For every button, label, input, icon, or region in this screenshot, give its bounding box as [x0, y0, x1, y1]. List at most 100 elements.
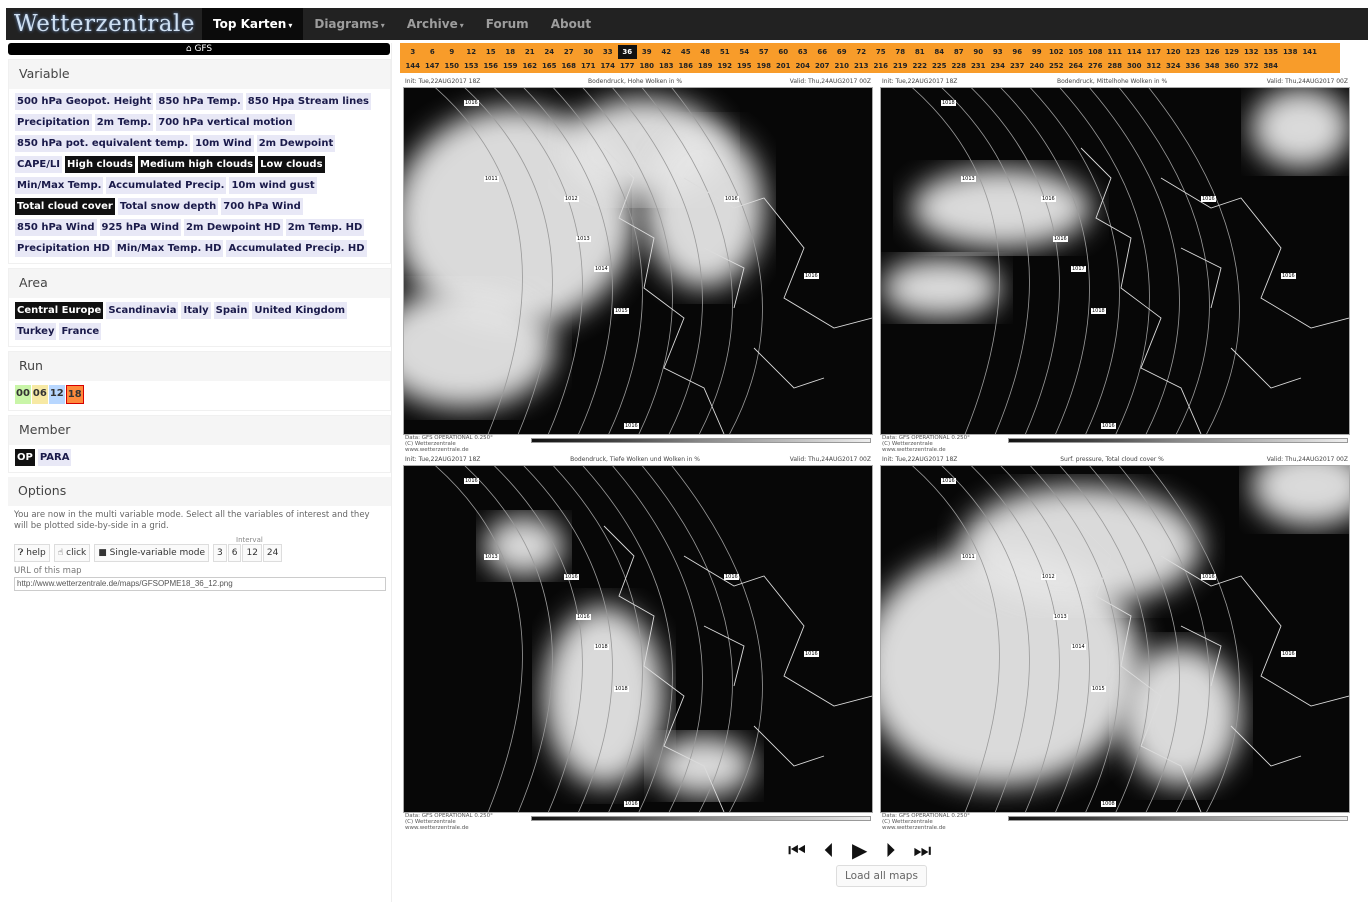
timestep-75[interactable]: 75 [875, 48, 886, 56]
nav-item-top-karten[interactable]: Top Karten ▾ [202, 8, 304, 40]
variable-option-700-hpa-wind[interactable]: 700 hPa Wind [221, 198, 303, 215]
timestep-102[interactable]: 102 [1048, 48, 1064, 56]
variable-option-accumulated-precip-hd[interactable]: Accumulated Precip. HD [226, 240, 367, 257]
variable-option-precipitation-hd[interactable]: Precipitation HD [15, 240, 112, 257]
timestep-201[interactable]: 201 [775, 62, 791, 70]
timestep-147[interactable]: 147 [424, 62, 440, 70]
variable-option-850-hpa-temp[interactable]: 850 hPa Temp. [156, 93, 243, 110]
single-variable-mode-button[interactable]: ■ Single-variable mode [94, 544, 209, 562]
map-panel-1[interactable]: Init: Tue,22AUG2017 18Z Bodendruck, Hohe … [403, 77, 873, 453]
timestep-141[interactable]: 141 [1302, 48, 1318, 56]
timestep-60[interactable]: 60 [778, 48, 789, 56]
run-option-06[interactable]: 06 [31, 385, 48, 404]
timestep-30[interactable]: 30 [583, 48, 594, 56]
member-option-para[interactable]: PARA [37, 449, 72, 466]
timestep-3[interactable]: 3 [410, 48, 416, 56]
variable-option-925-hpa-wind[interactable]: 925 hPa Wind [99, 219, 181, 236]
timestep-33[interactable]: 33 [602, 48, 613, 56]
timestep-96[interactable]: 96 [1012, 48, 1023, 56]
weather-map-image[interactable]: 1013 1016 1016 1018 1018 1016 1016 1016 1016 [403, 465, 873, 813]
timestep-123[interactable]: 123 [1185, 48, 1201, 56]
home-icon[interactable]: ⌂ [185, 44, 192, 54]
timestep-384[interactable]: 384 [1263, 62, 1279, 70]
timestep-27[interactable]: 27 [563, 48, 574, 56]
timestep-234[interactable]: 234 [990, 62, 1006, 70]
timestep-288[interactable]: 288 [1107, 62, 1123, 70]
timestep-231[interactable]: 231 [970, 62, 986, 70]
timestep-252[interactable]: 252 [1048, 62, 1064, 70]
variable-option-min-max-temp-hd[interactable]: Min/Max Temp. HD [114, 240, 224, 257]
timestep-312[interactable]: 312 [1146, 62, 1162, 70]
last-frame-icon[interactable]: ⏭ [913, 838, 932, 862]
timestep-204[interactable]: 204 [795, 62, 811, 70]
timestep-348[interactable]: 348 [1204, 62, 1220, 70]
timestep-84[interactable]: 84 [934, 48, 945, 56]
timestep-264[interactable]: 264 [1068, 62, 1084, 70]
run-option-00[interactable]: 00 [15, 385, 31, 404]
interval-option-24[interactable]: 24 [262, 544, 283, 562]
interval-option-12[interactable]: 12 [242, 544, 262, 562]
timestep-126[interactable]: 126 [1204, 48, 1220, 56]
timestep-90[interactable]: 90 [973, 48, 984, 56]
model-bar[interactable]: ⌂ GFS [8, 43, 390, 55]
timestep-135[interactable]: 135 [1263, 48, 1279, 56]
variable-option-total-snow-depth[interactable]: Total snow depth [117, 198, 219, 215]
area-option-scandinavia[interactable]: Scandinavia [106, 302, 179, 319]
first-frame-icon[interactable]: ⏮ [788, 838, 806, 862]
timestep-108[interactable]: 108 [1087, 48, 1103, 56]
variable-option-850-hpa-stream-lines[interactable]: 850 Hpa Stream lines [245, 93, 371, 110]
timestep-9[interactable]: 9 [449, 48, 455, 56]
timestep-54[interactable]: 54 [739, 48, 750, 56]
variable-option-medium-high-clouds[interactable]: Medium high clouds [138, 156, 256, 173]
timestep-198[interactable]: 198 [756, 62, 772, 70]
timestep-87[interactable]: 87 [953, 48, 964, 56]
run-option-18[interactable]: 18 [65, 385, 84, 404]
map-url-field[interactable] [14, 576, 386, 591]
timestep-237[interactable]: 237 [1009, 62, 1025, 70]
variable-option-low-clouds[interactable]: Low clouds [258, 156, 325, 173]
timestep-195[interactable]: 195 [736, 62, 752, 70]
timestep-300[interactable]: 300 [1126, 62, 1142, 70]
area-option-italy[interactable]: Italy [181, 302, 211, 319]
timestep-45[interactable]: 45 [680, 48, 691, 56]
next-frame-icon[interactable]: ⏵ [885, 838, 896, 862]
variable-option-cape-li[interactable]: CAPE/LI [15, 156, 62, 173]
area-option-united-kingdom[interactable]: United Kingdom [252, 302, 348, 319]
timestep-129[interactable]: 129 [1224, 48, 1240, 56]
timestep-219[interactable]: 219 [892, 62, 908, 70]
timestep-336[interactable]: 336 [1185, 62, 1201, 70]
timestep-225[interactable]: 225 [931, 62, 947, 70]
timestep-12[interactable]: 12 [466, 48, 477, 56]
timestep-159[interactable]: 159 [502, 62, 518, 70]
timestep-183[interactable]: 183 [658, 62, 674, 70]
timestep-15[interactable]: 15 [485, 48, 496, 56]
load-all-maps-button[interactable]: Load all maps [836, 865, 927, 887]
nav-item-forum[interactable]: Forum [475, 8, 540, 40]
interval-option-6[interactable]: 6 [227, 544, 242, 562]
timestep-114[interactable]: 114 [1126, 48, 1142, 56]
timestep-117[interactable]: 117 [1146, 48, 1162, 56]
timestep-39[interactable]: 39 [641, 48, 652, 56]
click-button[interactable]: ☝ click [53, 544, 91, 562]
timestep-72[interactable]: 72 [856, 48, 867, 56]
timestep-153[interactable]: 153 [463, 62, 479, 70]
timestep-99[interactable]: 99 [1031, 48, 1042, 56]
variable-option-700-hpa-vertical-motion[interactable]: 700 hPa vertical motion [156, 114, 295, 131]
timestep-69[interactable]: 69 [836, 48, 847, 56]
variable-option-precipitation[interactable]: Precipitation [15, 114, 92, 131]
variable-option-2m-dewpoint[interactable]: 2m Dewpoint [256, 135, 336, 152]
timestep-186[interactable]: 186 [678, 62, 694, 70]
timestep-222[interactable]: 222 [912, 62, 928, 70]
timestep-240[interactable]: 240 [1029, 62, 1045, 70]
timestep-156[interactable]: 156 [483, 62, 499, 70]
timestep-48[interactable]: 48 [700, 48, 711, 56]
timestep-210[interactable]: 210 [834, 62, 850, 70]
variable-option-total-cloud-cover[interactable]: Total cloud cover [15, 198, 115, 215]
variable-option-min-max-temp[interactable]: Min/Max Temp. [15, 177, 104, 194]
timestep-324[interactable]: 324 [1165, 62, 1181, 70]
variable-option-850-hpa-wind[interactable]: 850 hPa Wind [15, 219, 97, 236]
timestep-63[interactable]: 63 [797, 48, 808, 56]
timestep-360[interactable]: 360 [1224, 62, 1240, 70]
weather-map-image[interactable]: 1011 1012 1013 1014 1015 1016 1016 1016 1008 [880, 465, 1350, 813]
timestep-120[interactable]: 120 [1165, 48, 1181, 56]
